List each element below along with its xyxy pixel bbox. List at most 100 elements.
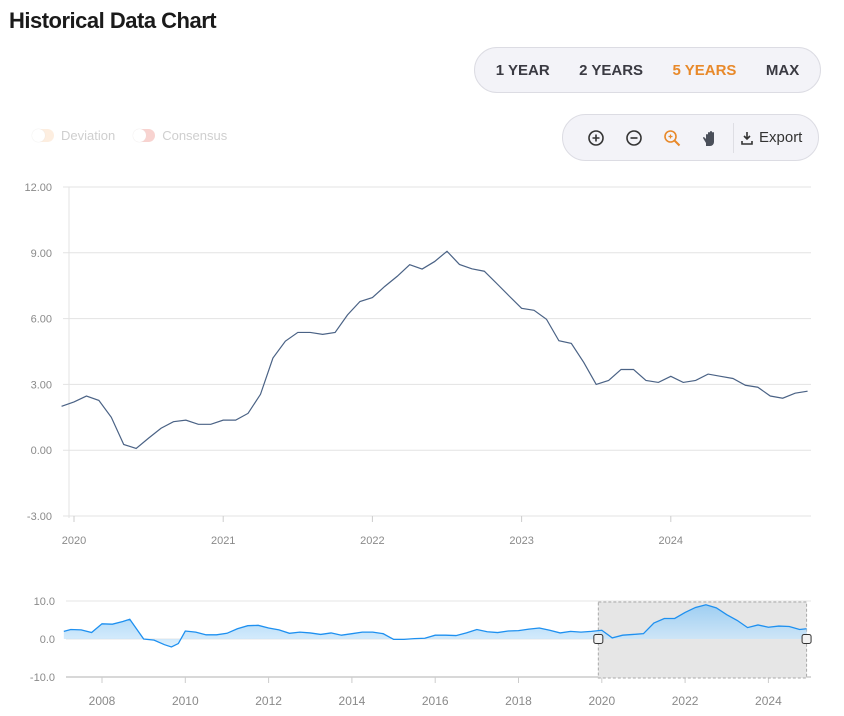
data-point — [321, 333, 324, 336]
legend-item-consensus[interactable]: Consensus — [133, 128, 227, 143]
zoom-in-button[interactable] — [577, 123, 615, 153]
data-point — [570, 342, 573, 345]
data-point — [288, 632, 290, 634]
data-point — [184, 419, 187, 422]
data-point — [396, 275, 399, 278]
magnify-zoom-icon — [664, 129, 681, 146]
data-point — [657, 381, 660, 384]
range-1-year-button[interactable]: 1 YEAR — [495, 61, 550, 79]
main-chart[interactable]: 12.00 9.00 6.00 3.00 0.00 -3.00 2020 2021 2022 20… — [0, 170, 844, 560]
data-point — [393, 638, 395, 640]
navigator-handle-left[interactable] — [593, 634, 604, 644]
data-point — [538, 627, 540, 629]
data-point — [434, 634, 436, 636]
data-point — [209, 423, 212, 426]
navigator-handle-right[interactable] — [801, 634, 812, 644]
range-5-years-button[interactable]: 5 YEARS — [672, 61, 737, 79]
pan-button[interactable] — [691, 123, 729, 153]
data-point — [177, 643, 179, 645]
data-point — [799, 629, 801, 631]
data-point — [486, 631, 488, 633]
data-point — [707, 373, 710, 376]
data-point — [767, 626, 769, 628]
data-point — [570, 630, 572, 632]
y-tick-label: 9.00 — [31, 248, 52, 260]
data-point — [97, 399, 100, 402]
data-point — [153, 639, 155, 641]
data-point — [747, 627, 749, 629]
data-point — [557, 339, 560, 342]
data-point — [222, 419, 225, 422]
data-point — [163, 644, 165, 646]
data-point — [580, 631, 582, 633]
range-2-years-button[interactable]: 2 YEARS — [579, 61, 644, 79]
data-point — [91, 632, 93, 634]
data-point — [184, 630, 186, 632]
data-point — [129, 618, 131, 620]
data-point — [309, 632, 311, 634]
data-point — [518, 630, 520, 632]
data-point — [334, 331, 337, 334]
x-tick-label: 2022 — [360, 535, 384, 547]
data-point — [806, 390, 809, 393]
navigator-line — [63, 604, 807, 648]
data-point — [756, 386, 759, 389]
data-point — [495, 282, 498, 285]
x-tick-label: 2021 — [211, 535, 235, 547]
data-point — [372, 631, 374, 633]
data-point — [63, 630, 65, 632]
data-point — [669, 375, 672, 378]
zoom-out-button[interactable] — [615, 123, 653, 153]
export-label: Export — [759, 129, 803, 146]
x-tick-label: 2016 — [422, 694, 449, 708]
data-point — [216, 634, 218, 636]
data-point — [330, 632, 332, 634]
data-point — [73, 400, 76, 403]
data-point — [135, 447, 138, 450]
data-point — [226, 632, 228, 634]
data-point — [259, 393, 262, 396]
data-point — [346, 313, 349, 316]
data-point — [744, 384, 747, 387]
data-point — [607, 379, 610, 382]
data-point — [371, 296, 374, 299]
data-point — [403, 638, 405, 640]
data-point — [143, 638, 145, 640]
data-point — [476, 629, 478, 631]
data-point — [528, 628, 530, 630]
x-tick-label: 2014 — [339, 694, 366, 708]
data-point — [413, 638, 415, 640]
data-point — [736, 619, 738, 621]
data-point — [268, 627, 270, 629]
x-tick-label: 2020 — [62, 535, 86, 547]
x-tick-label: 2012 — [255, 694, 282, 708]
data-point — [383, 285, 386, 288]
toggle-icon[interactable] — [32, 129, 54, 142]
data-point — [549, 629, 551, 631]
x-tick-label: 2022 — [672, 694, 699, 708]
data-point — [778, 625, 780, 627]
toggle-icon[interactable] — [133, 129, 156, 142]
x-tick-label: 2023 — [509, 535, 533, 547]
navigator-chart[interactable]: 10.0 0.0 -10.0 2008 2010 2012 2014 2016 2018 2020… — [0, 585, 844, 716]
data-point — [299, 631, 301, 633]
toolbar-divider — [733, 122, 734, 153]
data-point — [590, 630, 592, 632]
range-max-button[interactable]: MAX — [765, 61, 800, 79]
data-point — [644, 379, 647, 382]
data-point — [719, 375, 722, 378]
data-point — [296, 331, 299, 334]
data-point — [361, 631, 363, 633]
data-point — [726, 614, 728, 616]
x-tick-label: 2008 — [89, 694, 116, 708]
legend-item-deviation[interactable]: Deviation — [32, 128, 115, 143]
y-tick-label: 6.00 — [31, 314, 52, 326]
data-point — [122, 621, 124, 623]
legend-label: Deviation — [61, 128, 116, 143]
export-button[interactable]: Export — [740, 129, 802, 146]
data-point — [234, 419, 237, 422]
data-point — [247, 625, 249, 627]
data-point — [582, 361, 585, 364]
magnify-zoom-button[interactable] — [653, 123, 691, 153]
data-point — [111, 623, 113, 625]
